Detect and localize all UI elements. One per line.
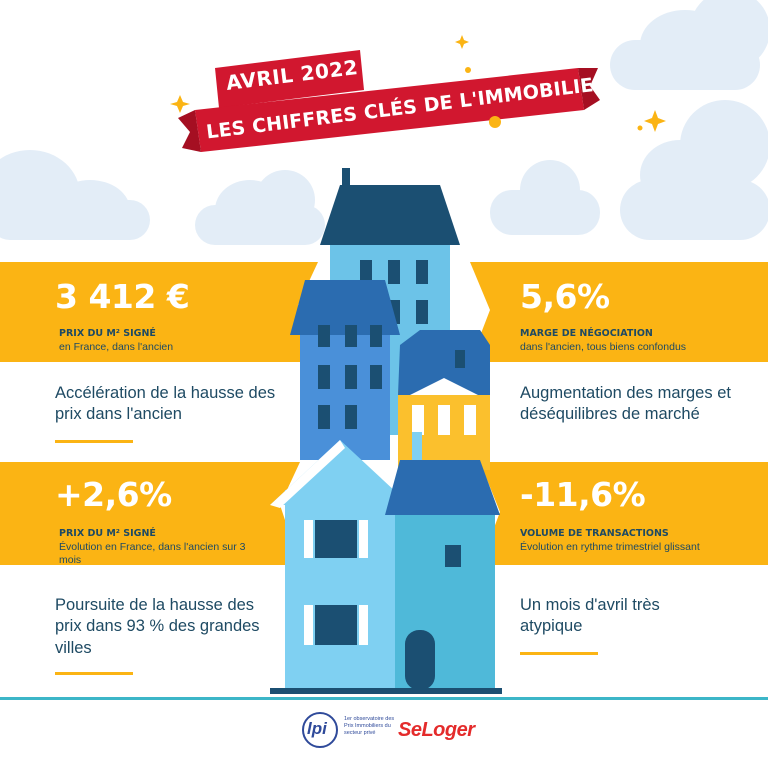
seloger-logo: SeLoger [398, 719, 475, 741]
band-top-right [470, 262, 768, 362]
band-top-left [0, 262, 318, 362]
cloud-mid-right [490, 150, 610, 240]
stat-2-sub: dans l'ancien, tous biens confondus [520, 341, 687, 353]
cloud-left [0, 130, 150, 240]
lpi-logo-text: lpi [307, 719, 327, 738]
stat-2-description: Augmentation des marges et déséquilibres… [520, 384, 731, 424]
stat-2-label: MARGE DE NÉGOCIATION [520, 328, 653, 339]
stat-4-label: VOLUME DE TRANSACTIONS [520, 528, 669, 539]
stat-1-label: PRIX DU M² SIGNÉ [59, 328, 156, 339]
stat-1-sub: en France, dans l'ancien [59, 341, 174, 353]
band-bottom-left [0, 462, 300, 565]
stat-3-sub: Évolution en France, dans l'ancien sur 3… [59, 541, 246, 567]
footer-divider [0, 697, 768, 700]
cloud-top-right [600, 0, 768, 90]
stat-4-description: Un mois d'avril très atypique [520, 596, 660, 636]
stat-1-value: 3 412 € [55, 277, 190, 316]
stat-2-value: 5,6% [520, 277, 610, 316]
observatory-text: 1er observatoire des Prix Immobiliers du… [344, 716, 395, 737]
stat-1-underline [55, 440, 133, 443]
lpi-logo-icon [302, 712, 338, 748]
stat-3-label: PRIX DU M² SIGNÉ [59, 528, 156, 539]
stat-3-description: Poursuite de la hausse des prix dans 93 … [55, 596, 260, 657]
stat-3-underline [55, 672, 133, 675]
stat-4-underline [520, 652, 598, 655]
cloud-right [620, 80, 768, 240]
cloud-center-left [195, 170, 335, 250]
stat-4-sub: Évolution en rythme trimestriel glissant [520, 541, 700, 553]
stat-3-value: +2,6% [55, 475, 172, 514]
stat-1-description: Accélération de la hausse des prix dans … [55, 384, 276, 424]
stat-4-value: -11,6% [520, 475, 646, 514]
band-bottom-right [480, 462, 768, 565]
sparkle-icon [170, 35, 666, 132]
